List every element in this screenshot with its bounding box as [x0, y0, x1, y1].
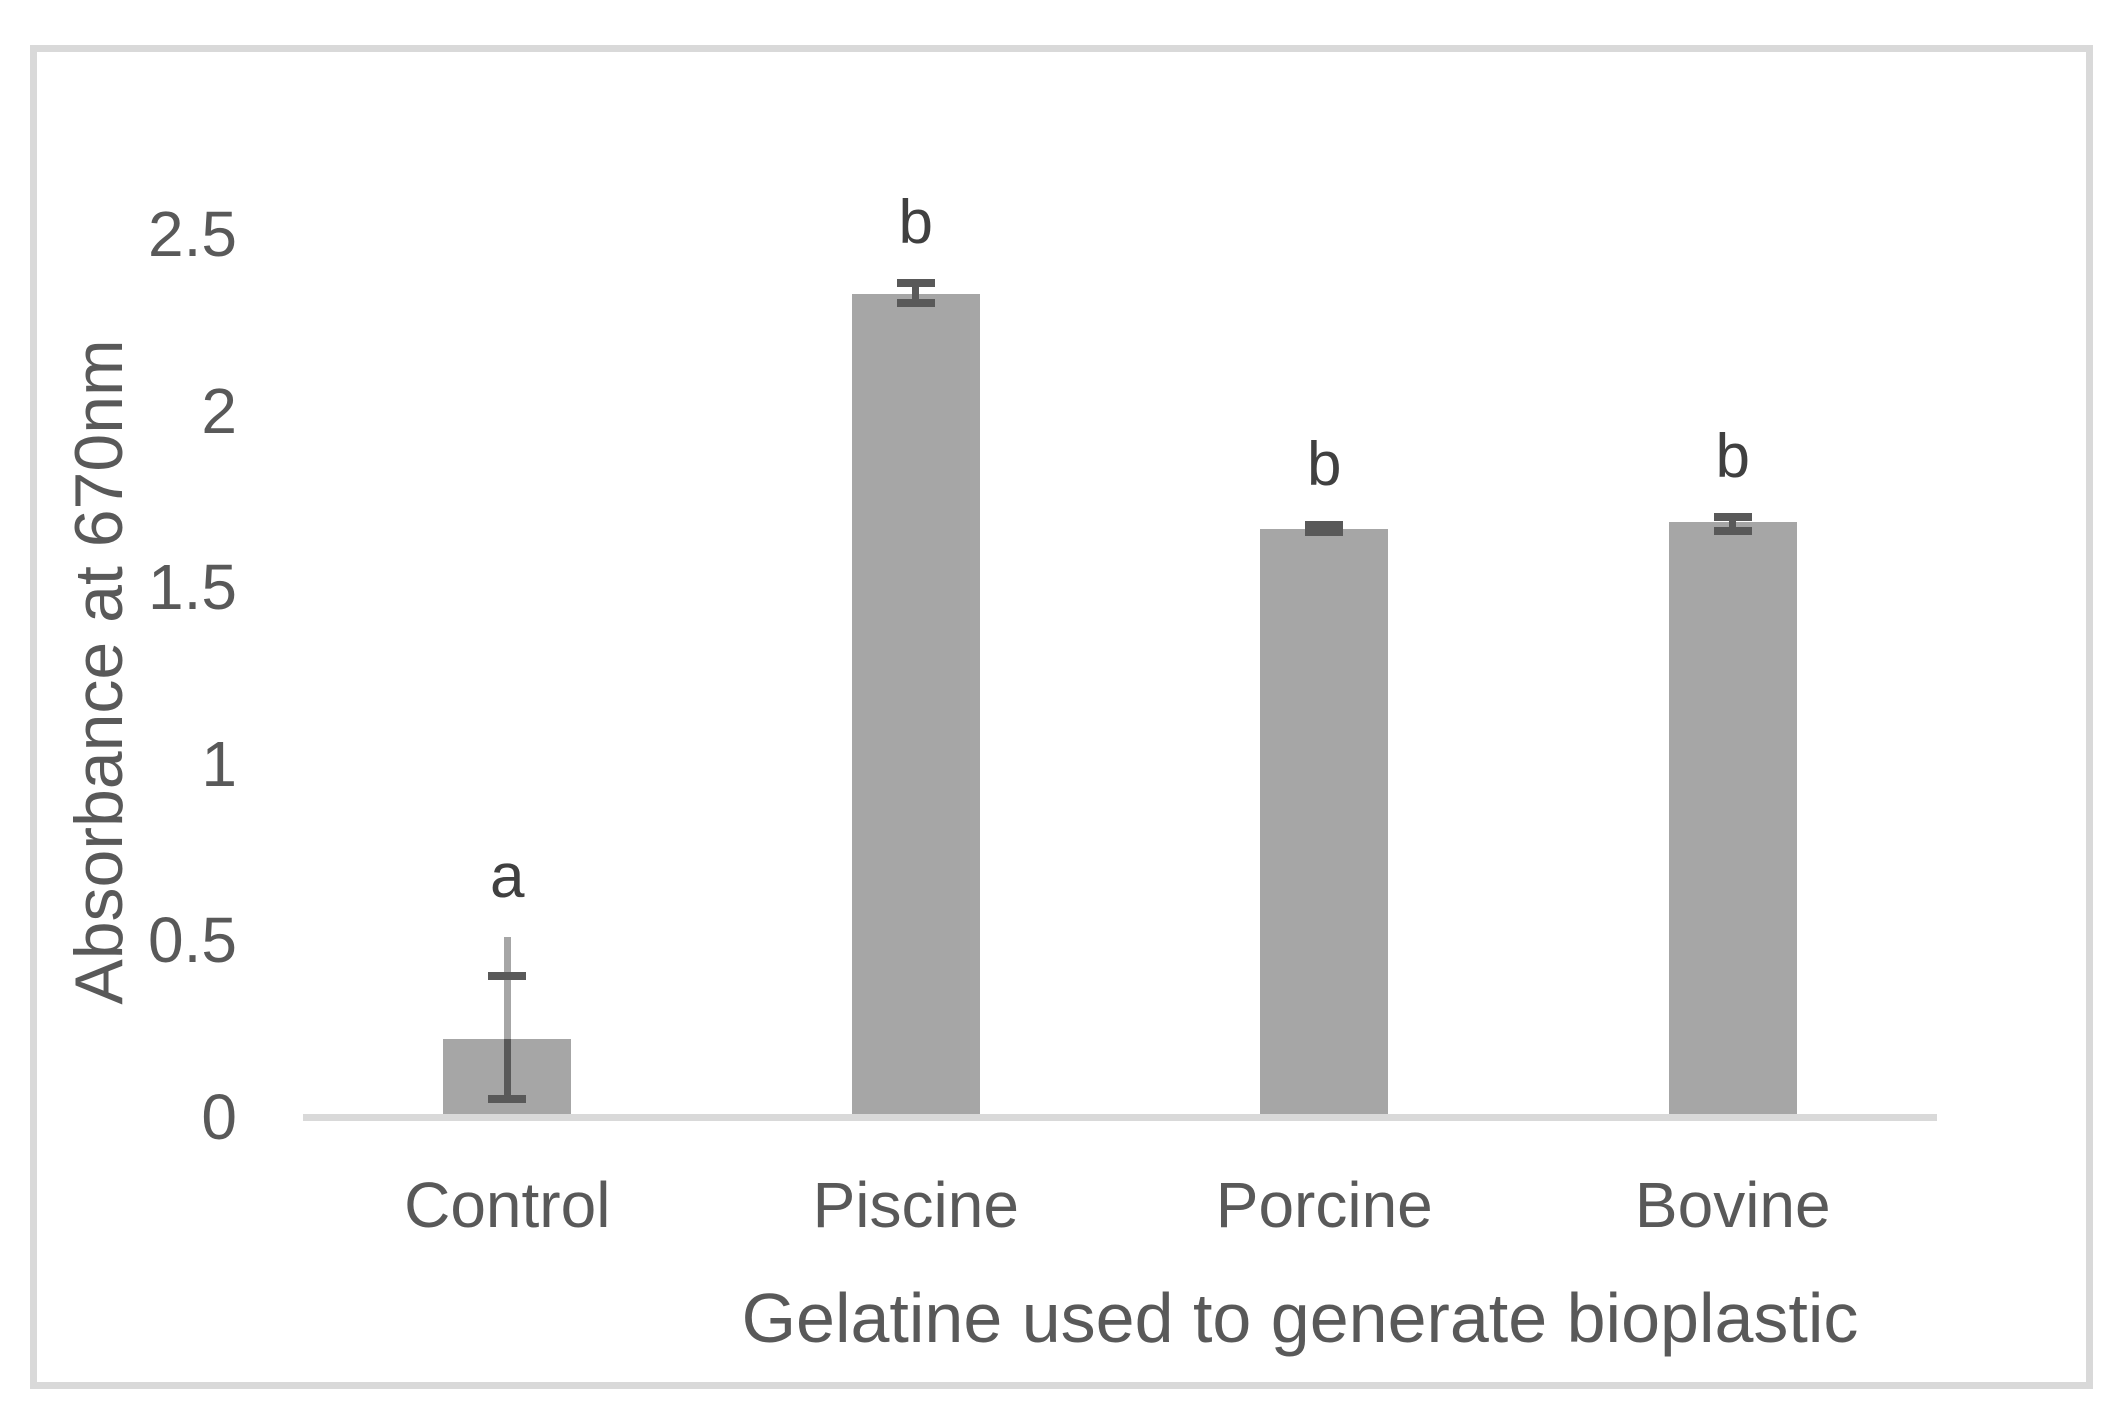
y-tick-label: 0.5: [148, 904, 237, 976]
bar-porcine: [1260, 529, 1389, 1114]
significance-letter: b: [898, 188, 933, 257]
y-tick-label: 2: [201, 375, 237, 447]
error-bar-cap: [896, 279, 935, 287]
error-bar-cap: [1305, 528, 1344, 536]
category-label-piscine: Piscine: [812, 1169, 1019, 1241]
error-bar-soft-whisker: [503, 937, 511, 1039]
error-bar-cap: [896, 299, 935, 307]
bar-piscine: [851, 294, 980, 1114]
y-tick-label: 1: [201, 728, 237, 800]
x-axis-line: [303, 1114, 1937, 1121]
error-bar-cap: [1305, 521, 1344, 529]
y-tick-label: 2.5: [148, 198, 237, 270]
category-label-bovine: Bovine: [1634, 1169, 1831, 1241]
significance-letter: a: [490, 842, 525, 911]
error-bar-cap: [1713, 527, 1752, 535]
category-label-porcine: Porcine: [1215, 1169, 1433, 1241]
error-bar-cap: [488, 972, 527, 980]
significance-letter: b: [1307, 430, 1342, 499]
error-bar-cap: [488, 1095, 527, 1103]
y-tick-label: 1.5: [148, 551, 237, 623]
error-bar-cap: [1713, 513, 1752, 521]
error-bar-line: [912, 283, 920, 303]
x-axis-title: Gelatine used to generate bioplastic: [741, 1279, 1859, 1357]
bar-bovine: [1668, 522, 1797, 1114]
significance-letter: b: [1715, 422, 1750, 491]
chart-border-frame: [30, 45, 2093, 1389]
category-label-control: Control: [404, 1169, 611, 1241]
y-tick-label: 0: [201, 1081, 237, 1153]
error-bar-line: [1729, 517, 1737, 531]
